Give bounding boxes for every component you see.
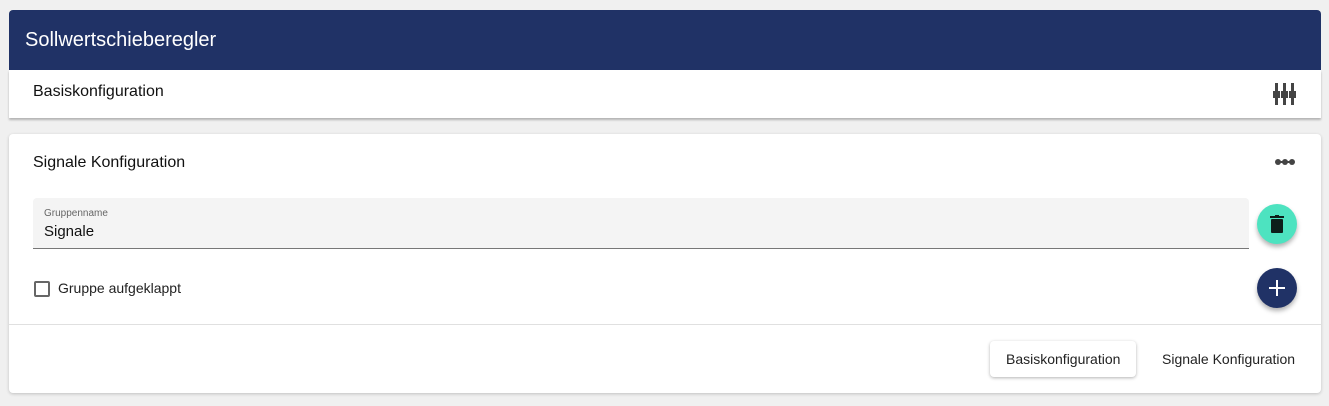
sliders-icon[interactable] [1273, 83, 1297, 105]
page-title: Sollwertschieberegler [9, 10, 1321, 70]
basic-config-button[interactable]: Basiskonfiguration [990, 341, 1136, 377]
signals-config-title: Signale Konfiguration [33, 154, 186, 171]
group-name-input[interactable] [44, 223, 1144, 240]
delete-button[interactable] [1257, 204, 1297, 244]
dots-connected-icon[interactable] [1274, 158, 1296, 166]
trash-icon [1270, 215, 1284, 233]
group-name-field[interactable]: Gruppenname [33, 198, 1249, 249]
divider [9, 324, 1321, 325]
group-expanded-checkbox[interactable] [34, 281, 50, 297]
add-button[interactable] [1257, 268, 1297, 308]
basic-config-title: Basiskonfiguration [33, 83, 164, 100]
signals-config-panel: Signale Konfiguration Gruppenname Gruppe… [9, 134, 1321, 393]
signals-config-button[interactable]: Signale Konfiguration [1162, 351, 1296, 367]
plus-icon [1269, 280, 1285, 296]
group-expanded-label: Gruppe aufgeklappt [58, 280, 181, 296]
group-name-label: Gruppenname [44, 208, 108, 219]
basic-config-panel[interactable]: Basiskonfiguration [9, 70, 1321, 118]
